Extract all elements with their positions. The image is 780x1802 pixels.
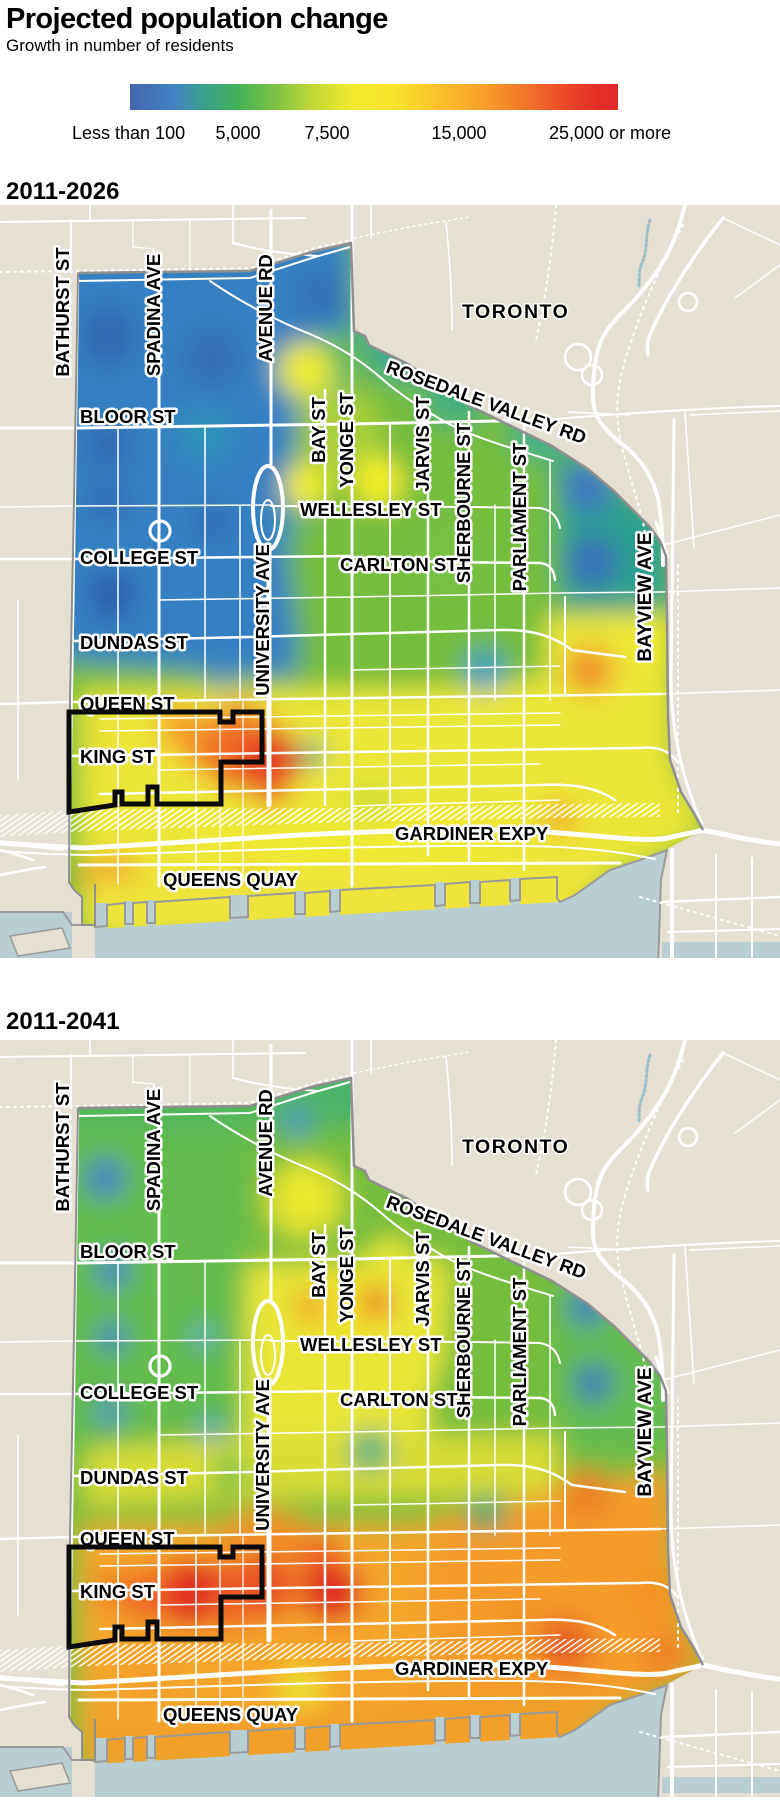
- svg-text:25,000 or more: 25,000 or more: [549, 123, 671, 143]
- svg-text:15,000: 15,000: [431, 123, 486, 143]
- svg-text:2011-2041: 2011-2041: [6, 1008, 119, 1035]
- svg-text:Projected population change: Projected population change: [6, 3, 388, 35]
- svg-text:2011-2026: 2011-2026: [6, 178, 119, 205]
- svg-text:5,000: 5,000: [215, 123, 260, 143]
- svg-text:7,500: 7,500: [304, 123, 349, 143]
- svg-text:Less than 100: Less than 100: [72, 123, 185, 143]
- svg-text:Growth in number of residents: Growth in number of residents: [6, 36, 234, 55]
